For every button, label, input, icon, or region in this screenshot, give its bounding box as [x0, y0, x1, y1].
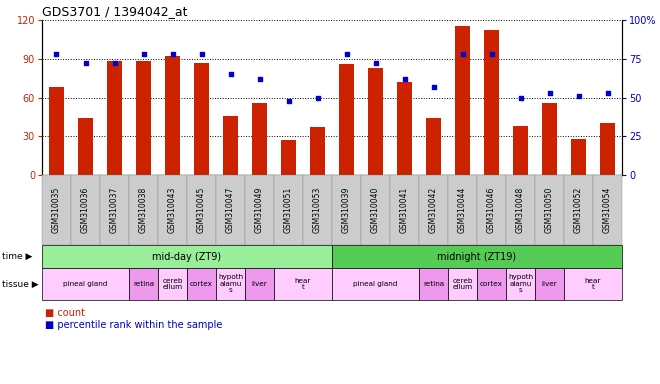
Bar: [77, 118, 94, 175]
Point: [399, 76, 410, 82]
Text: GSM310044: GSM310044: [458, 187, 467, 233]
Text: GSM310048: GSM310048: [516, 187, 525, 233]
Point: [544, 90, 555, 96]
Text: cereb
ellum: cereb ellum: [162, 278, 183, 290]
Point: [312, 94, 323, 101]
Text: ■ percentile rank within the sample: ■ percentile rank within the sample: [46, 320, 222, 330]
Bar: [135, 61, 152, 175]
Point: [138, 51, 148, 57]
Point: [196, 51, 207, 57]
Text: mid-day (ZT9): mid-day (ZT9): [152, 252, 222, 262]
Text: hear
t: hear t: [585, 278, 601, 290]
Text: GSM310037: GSM310037: [110, 187, 119, 233]
Text: ■ count: ■ count: [46, 308, 85, 318]
Text: GDS3701 / 1394042_at: GDS3701 / 1394042_at: [42, 5, 187, 18]
Text: GSM310049: GSM310049: [255, 187, 264, 233]
Bar: [193, 63, 209, 175]
Point: [457, 51, 468, 57]
Bar: [280, 140, 296, 175]
Text: GSM310036: GSM310036: [81, 187, 90, 233]
Text: GSM310042: GSM310042: [429, 187, 438, 233]
Point: [486, 51, 497, 57]
Bar: [106, 61, 123, 175]
Bar: [49, 87, 65, 175]
Bar: [513, 126, 529, 175]
Text: retina: retina: [133, 281, 154, 287]
Point: [602, 90, 612, 96]
Point: [428, 84, 439, 90]
Point: [341, 51, 352, 57]
Text: GSM310054: GSM310054: [603, 187, 612, 233]
Bar: [455, 26, 471, 175]
Point: [515, 94, 526, 101]
Text: pineal gland: pineal gland: [353, 281, 398, 287]
Point: [283, 98, 294, 104]
Bar: [339, 64, 354, 175]
Text: GSM310039: GSM310039: [342, 187, 351, 233]
Text: GSM310046: GSM310046: [487, 187, 496, 233]
Text: GSM310053: GSM310053: [313, 187, 322, 233]
Bar: [368, 68, 383, 175]
Text: GSM310045: GSM310045: [197, 187, 206, 233]
Text: GSM310051: GSM310051: [284, 187, 293, 233]
Text: GSM310040: GSM310040: [371, 187, 380, 233]
Text: midnight (ZT19): midnight (ZT19): [438, 252, 517, 262]
Text: GSM310050: GSM310050: [545, 187, 554, 233]
Text: GSM310038: GSM310038: [139, 187, 148, 233]
Bar: [426, 118, 442, 175]
Point: [167, 51, 178, 57]
Text: GSM310047: GSM310047: [226, 187, 235, 233]
Point: [574, 93, 584, 99]
Text: cortex: cortex: [190, 281, 213, 287]
Text: cereb
ellum: cereb ellum: [452, 278, 473, 290]
Point: [254, 76, 265, 82]
Text: hear
t: hear t: [295, 278, 311, 290]
Point: [109, 60, 119, 66]
Bar: [599, 123, 616, 175]
Text: retina: retina: [423, 281, 444, 287]
Text: pineal gland: pineal gland: [63, 281, 108, 287]
Text: GSM310052: GSM310052: [574, 187, 583, 233]
Text: hypoth
alamu
s: hypoth alamu s: [508, 275, 533, 293]
Bar: [484, 30, 500, 175]
Bar: [570, 139, 587, 175]
Bar: [310, 127, 325, 175]
Point: [370, 60, 381, 66]
Bar: [164, 56, 180, 175]
Point: [225, 71, 236, 77]
Bar: [222, 116, 238, 175]
Point: [51, 51, 62, 57]
Bar: [541, 103, 558, 175]
Point: [81, 60, 91, 66]
Text: time ▶: time ▶: [2, 252, 32, 261]
Text: GSM310041: GSM310041: [400, 187, 409, 233]
Text: GSM310035: GSM310035: [52, 187, 61, 233]
Bar: [251, 103, 267, 175]
Text: tissue ▶: tissue ▶: [2, 280, 38, 288]
Bar: [397, 82, 412, 175]
Text: liver: liver: [542, 281, 558, 287]
Text: liver: liver: [251, 281, 267, 287]
Text: hypoth
alamu
s: hypoth alamu s: [218, 275, 243, 293]
Text: cortex: cortex: [480, 281, 503, 287]
Text: GSM310043: GSM310043: [168, 187, 177, 233]
